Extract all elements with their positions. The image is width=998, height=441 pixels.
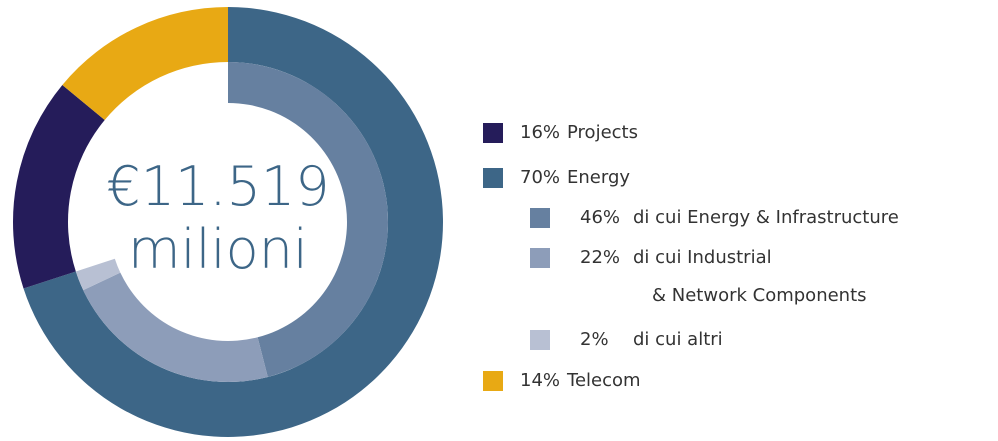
legend-name: Telecom: [566, 370, 641, 391]
legend-value: 70%: [520, 167, 560, 188]
legend-label: 16% Projects: [520, 122, 638, 143]
legend-value: 14%: [520, 370, 560, 391]
legend-label: 14% Telecom: [520, 370, 641, 391]
donut-slice: [62, 7, 228, 121]
center-text: milioni: [128, 218, 308, 281]
legend-value: 16%: [520, 122, 560, 143]
donut-slice: [228, 62, 388, 377]
legend-value: 46%: [580, 207, 620, 228]
legend-name: di cui altri: [633, 329, 723, 350]
center-text: €11.519: [106, 155, 329, 218]
donut-slice: [12, 84, 105, 289]
legend-name: Energy: [567, 167, 630, 188]
legend-swatch: [483, 371, 503, 391]
legend-name: di cui Energy & Infrastructure: [633, 207, 899, 228]
legend-value: 22%: [580, 247, 620, 268]
donut-slice: [75, 258, 121, 291]
legend-name: Projects: [567, 122, 638, 143]
legend-label: 70% Energy: [520, 167, 630, 188]
legend-swatch: [530, 248, 550, 268]
legend-swatch: [530, 208, 550, 228]
legend-name: & Network Components: [652, 285, 867, 306]
legend-swatch: [483, 123, 503, 143]
legend-value: 2%: [580, 329, 609, 350]
legend-swatch: [530, 330, 550, 350]
legend-swatch: [483, 168, 503, 188]
donut-slice: [83, 272, 268, 382]
legend-name: di cui Industrial: [633, 247, 772, 268]
